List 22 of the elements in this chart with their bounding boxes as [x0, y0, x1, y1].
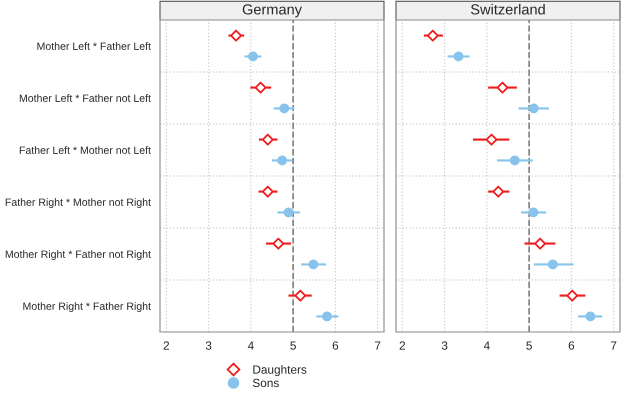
y-tick-label: Mother Left * Father Left — [37, 42, 151, 50]
x-tick-label: 4 — [248, 341, 254, 350]
y-tick-label: Father Left * Mother not Left — [20, 146, 151, 154]
x-tick-label: 3 — [206, 341, 212, 350]
x-tick-label: 3 — [442, 341, 448, 350]
y-tick-label: Mother Left * Father not Left — [20, 94, 151, 102]
x-tick-label: 7 — [374, 341, 380, 350]
chart-title: Germany — [242, 4, 302, 18]
y-tick-label: Mother Right * Father Right — [23, 302, 151, 312]
x-tick-label: 5 — [290, 341, 296, 350]
x-tick-label: 6 — [332, 341, 338, 350]
x-tick-label: 2 — [164, 341, 170, 350]
legend-label: Sons — [252, 378, 279, 388]
y-tick-label: Mother Right * Father not Right — [6, 250, 151, 260]
x-tick-label: 2 — [400, 341, 406, 350]
legend-label: Daughters — [253, 365, 306, 376]
chart-title: Switzerland — [470, 4, 545, 15]
x-tick-label: 6 — [568, 341, 574, 350]
y-tick-label: Father Right * Mother not Right — [6, 198, 151, 208]
x-tick-label: 5 — [526, 341, 532, 350]
x-tick-label: 7 — [610, 341, 616, 350]
x-tick-label: 4 — [484, 341, 490, 350]
